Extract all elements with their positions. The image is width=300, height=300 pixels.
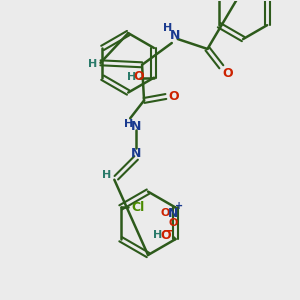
Text: H: H [163, 23, 172, 33]
Text: N: N [131, 120, 141, 133]
Text: Cl: Cl [132, 201, 145, 214]
Text: N: N [169, 28, 180, 42]
Text: O: O [160, 229, 171, 242]
Text: H: H [124, 119, 133, 129]
Text: −: − [162, 225, 173, 238]
Text: H: H [127, 72, 136, 82]
Text: O: O [134, 70, 144, 83]
Text: +: + [176, 202, 184, 212]
Text: H: H [102, 170, 111, 180]
Text: H: H [153, 230, 162, 240]
Text: O: O [222, 67, 232, 80]
Text: O: O [169, 90, 179, 103]
Text: N: N [131, 148, 141, 160]
Text: H: H [88, 59, 97, 69]
Text: N: N [168, 207, 179, 220]
Text: O: O [161, 208, 170, 218]
Text: O: O [169, 218, 178, 228]
